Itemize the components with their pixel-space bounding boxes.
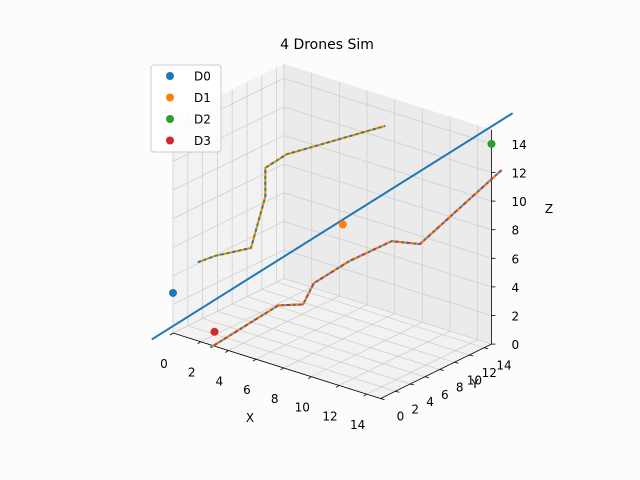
y-tick (380, 398, 385, 400)
legend-marker-d2 (166, 115, 174, 123)
z-gridline-left (172, 278, 285, 334)
z-axis-label: Z (545, 202, 553, 216)
legend-marker-d3 (166, 136, 174, 145)
x-tick (197, 341, 201, 345)
x-axis-label: X (246, 411, 254, 425)
z-tick-label: 8 (511, 224, 519, 238)
z-gridline-right (283, 249, 492, 316)
y-tick-label: 10 (467, 373, 482, 387)
z-gridline-right (283, 135, 492, 202)
z-gridline-right (283, 77, 492, 145)
x-tick (335, 385, 340, 388)
x-tick-label: 14 (350, 418, 365, 432)
x-tick-label: 10 (295, 401, 310, 415)
x-tick-label: 12 (322, 409, 337, 423)
axis-lines (172, 129, 492, 399)
plot-area (151, 112, 514, 349)
x-gridline-floor (200, 286, 312, 343)
y-gridline-floor (246, 296, 455, 363)
y-tick-label: 6 (441, 388, 449, 402)
x-tick-label: 0 (160, 357, 168, 371)
z-tick-label: 0 (511, 338, 519, 352)
z-tick-label: 2 (511, 310, 519, 324)
x-tick-label: 6 (243, 383, 251, 397)
z-tick-label: 12 (511, 167, 526, 181)
axes-panes (173, 64, 492, 399)
y-tick-label: 4 (426, 395, 434, 409)
legend-label-d0: D0 (194, 70, 211, 84)
d1-marker (338, 220, 347, 229)
legend-label-d1: D1 (194, 91, 211, 105)
y-tick (439, 369, 444, 371)
y-tick (483, 347, 489, 350)
y-tick-label: 8 (456, 381, 464, 395)
z-gridline-left (172, 220, 285, 277)
x-gridline-floor (338, 330, 451, 386)
back-right-pane (284, 64, 492, 345)
x-gridline-floor (255, 304, 368, 360)
d0-path (151, 112, 514, 341)
floor-pane (173, 278, 492, 399)
d3-marker (210, 327, 219, 336)
y-tick (424, 376, 429, 379)
z-gridline-right (283, 220, 492, 288)
d1-path-overlay-blue (197, 124, 386, 264)
legend-marker-d1 (166, 93, 174, 102)
y-axis-line (380, 343, 492, 399)
y-tick (409, 383, 415, 386)
z-gridline-right (283, 192, 492, 259)
d2-path (209, 169, 503, 349)
x-tick-label: 2 (188, 366, 196, 380)
z-tick-label: 14 (511, 138, 526, 152)
legend-label-d3: D3 (194, 134, 211, 148)
x-gridline-floor (311, 321, 423, 378)
x-tick (169, 332, 174, 336)
y-gridline-floor (202, 318, 411, 385)
z-tick-label: 10 (511, 195, 526, 209)
z-gridline-right (283, 278, 492, 345)
d2-marker (487, 139, 496, 148)
y-gridline-floor (232, 303, 440, 370)
x-tick (280, 367, 284, 371)
x-tick (252, 358, 257, 362)
d0-marker (169, 288, 177, 297)
tick-marks (169, 143, 496, 400)
chart-title: 4 Drones Sim (280, 37, 374, 53)
y-tick-label: 0 (397, 410, 405, 424)
y-tick-label: 14 (496, 359, 511, 373)
y-tick (469, 354, 474, 357)
x-tick-label: 8 (271, 392, 279, 406)
z-gridline-right (283, 106, 492, 173)
legend-marker-d0 (166, 72, 174, 80)
z-tick-label: 4 (511, 281, 519, 295)
z-gridline-left (172, 192, 285, 248)
y-gridline-floor (187, 325, 396, 392)
y-tick (395, 390, 400, 393)
legend: D0 D1 D2 D3 (150, 64, 222, 153)
z-gridline-right (283, 163, 492, 231)
y-tick (454, 361, 459, 364)
y-gridline-floor (261, 289, 470, 356)
z-gridline-left (172, 135, 285, 191)
y-tick-label: 12 (482, 366, 497, 380)
x-gridline-floor (283, 313, 395, 369)
z-tick-label: 6 (511, 252, 519, 266)
x-tick-label: 4 (215, 374, 223, 388)
x-tick (363, 393, 367, 397)
legend-label-d2: D2 (194, 113, 211, 127)
d1-path-overlay-green (197, 124, 386, 264)
y-axis-label: Y (470, 377, 479, 391)
x-axis-line (172, 332, 381, 399)
y-tick-label: 2 (411, 402, 419, 416)
z-gridline-left (172, 249, 285, 305)
x-tick (225, 350, 229, 353)
d3-path-overlay (209, 169, 503, 349)
x-gridline-floor (366, 339, 478, 395)
x-tick (308, 376, 312, 380)
legend-frame (150, 64, 222, 153)
x-gridline-floor (228, 295, 340, 351)
y-gridline-floor (276, 281, 485, 349)
